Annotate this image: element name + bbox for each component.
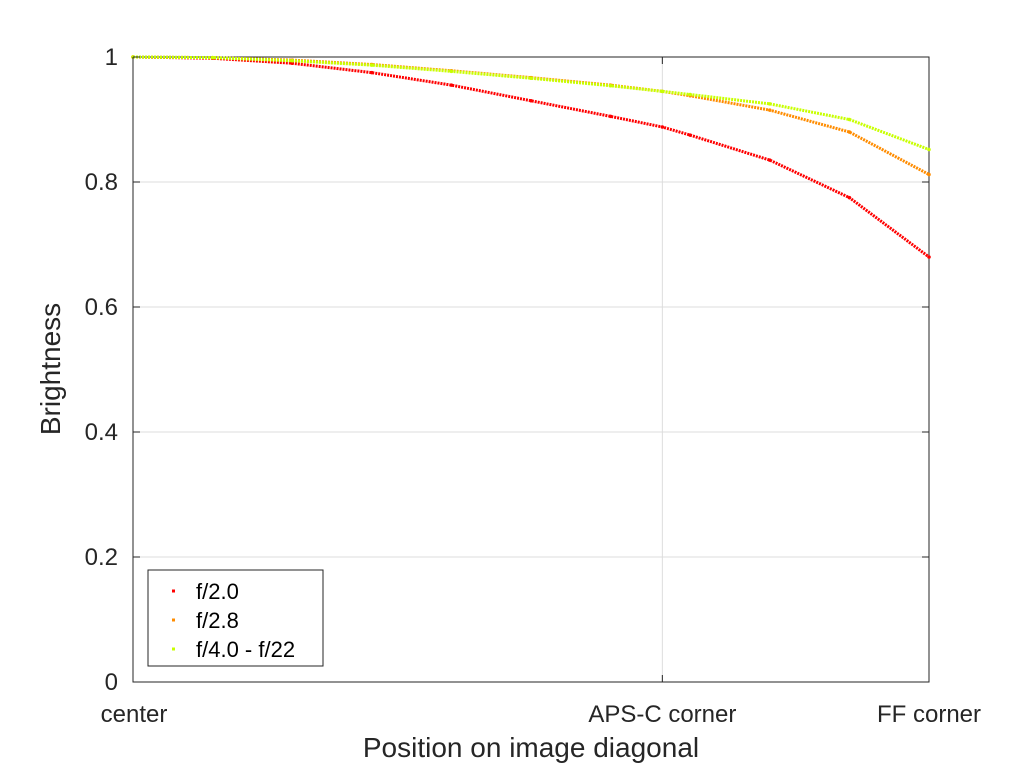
x-tick-label: FF corner bbox=[877, 701, 981, 728]
y-axis-label: Brightness bbox=[35, 303, 66, 435]
legend-label: f/4.0 - f/22 bbox=[196, 637, 295, 662]
legend-marker bbox=[172, 618, 175, 622]
legend-label: f/2.0 bbox=[196, 579, 239, 604]
y-tick-label: 0.4 bbox=[85, 419, 118, 446]
x-tick-label: APS-C corner bbox=[588, 701, 736, 728]
y-tick-label: 0.2 bbox=[85, 544, 118, 571]
series-3 bbox=[131, 55, 931, 152]
x-axis-label: Position on image diagonal bbox=[363, 732, 699, 763]
series-group bbox=[131, 55, 931, 259]
y-tick-label: 0.6 bbox=[85, 294, 118, 321]
series-trace bbox=[132, 55, 930, 151]
x-tick-label: center bbox=[101, 701, 168, 728]
legend-marker bbox=[172, 647, 175, 651]
plot-area-frame bbox=[132, 56, 930, 683]
series-trace bbox=[132, 55, 930, 259]
legend-label: f/2.8 bbox=[196, 608, 239, 633]
grid bbox=[133, 57, 929, 682]
tick-labels: 0 0.2 0.4 0.6 0.8 1 center APS-C corner FF corne… bbox=[85, 44, 981, 728]
series-trace bbox=[132, 55, 930, 176]
y-tick-label: 0 bbox=[105, 669, 118, 696]
series-2 bbox=[131, 55, 931, 177]
legend-box bbox=[147, 569, 324, 667]
y-tick-label: 1 bbox=[105, 44, 118, 71]
legend: f/2.0 f/2.8 f/4.0 - f/22 bbox=[147, 569, 324, 667]
y-tick-label: 0.8 bbox=[85, 169, 118, 196]
series-1 bbox=[131, 55, 931, 259]
legend-marker bbox=[172, 589, 175, 593]
